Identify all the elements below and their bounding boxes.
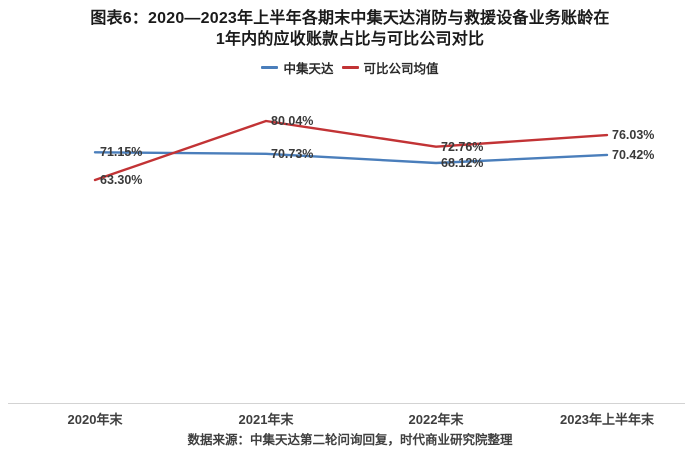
legend-line-swatch-red: [341, 65, 359, 69]
series-line: [93, 151, 609, 165]
legend-label: 可比公司均值: [363, 61, 439, 76]
data-point-label: 71.15%: [100, 145, 143, 160]
data-point-label: 63.30%: [100, 172, 143, 187]
x-axis-label: 2021年末: [238, 412, 294, 427]
x-axis-line: [8, 403, 685, 404]
data-point-label: 76.03%: [612, 128, 655, 143]
data-point-label: 70.42%: [612, 147, 655, 162]
chart-title: 图表6：2020—2023年上半年各期末中集天达消防与救援设备业务账龄在 1年内…: [0, 8, 700, 50]
x-axis-label: 2022年末: [408, 412, 464, 427]
x-axis-label: 2023年上半年末: [560, 412, 654, 427]
legend-label: 中集天达: [283, 61, 334, 76]
legend-item-comparable-avg: 可比公司均值: [341, 58, 439, 77]
legend-line-swatch-blue: [261, 65, 279, 69]
series-line: [93, 119, 609, 182]
data-point-label: 70.73%: [271, 146, 314, 161]
chart-title-line-1: 图表6：2020—2023年上半年各期末中集天达消防与救援设备业务账龄在: [90, 10, 610, 27]
data-point-label: 68.12%: [441, 156, 484, 170]
x-axis-label: 2020年末: [67, 412, 123, 427]
chart-title-line-2: 1年内的应收账款占比与可比公司对比: [215, 31, 485, 48]
data-point-label: 80.04%: [271, 114, 314, 129]
legend-item-cimc-tianda: 中集天达: [261, 58, 334, 77]
data-source: 数据来源：中集天达第二轮问询回复，时代商业研究院整理: [187, 433, 513, 447]
data-point-label: 72.76%: [441, 139, 484, 154]
legend: 中集天达 可比公司均值: [0, 58, 700, 77]
